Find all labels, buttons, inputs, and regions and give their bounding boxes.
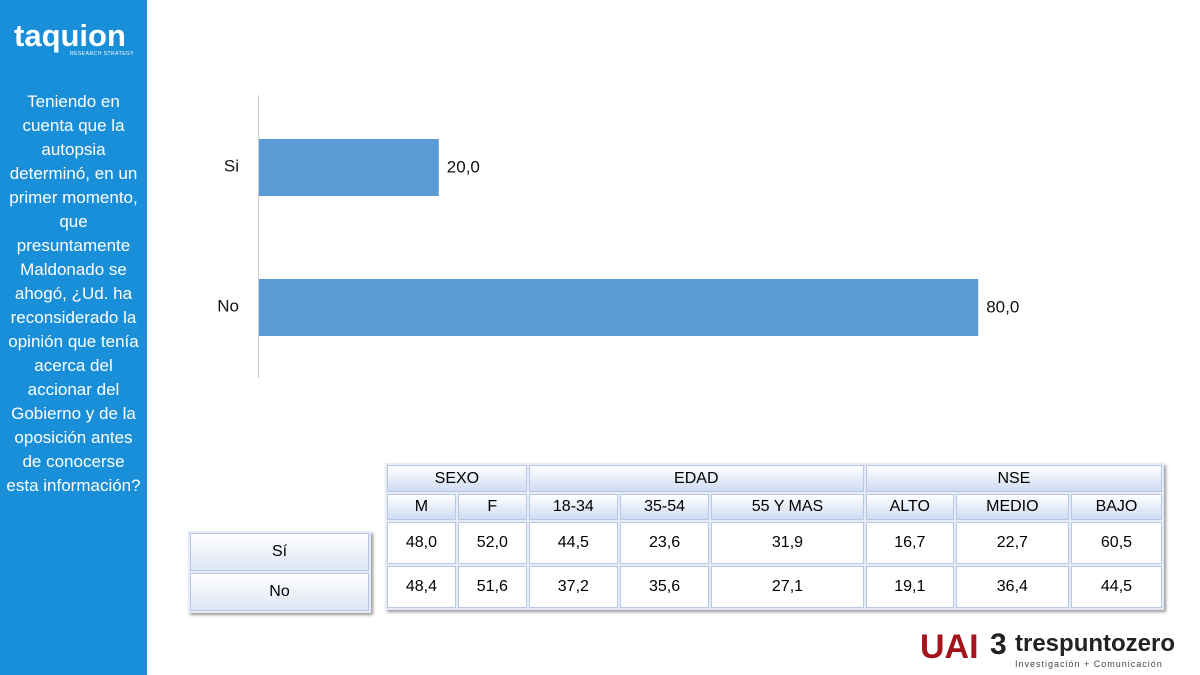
table-cell: 51,6: [457, 566, 527, 608]
table-cell: 35,6: [619, 566, 710, 608]
table-cell: 55 Y MAS: [711, 494, 864, 520]
table-cell: 19,1: [865, 566, 954, 608]
table-cell: 35-54: [619, 494, 710, 520]
table-cell: BAJO: [1070, 494, 1162, 520]
table-cell: 52,0: [457, 522, 527, 564]
row-label: Sí: [190, 533, 369, 571]
table-cell: NSE: [865, 465, 1162, 492]
row-label: No: [190, 573, 369, 611]
table-cell: 23,6: [619, 522, 710, 564]
bar: [259, 279, 979, 336]
table-cell: 37,2: [528, 566, 618, 608]
table-cell: 27,1: [711, 566, 864, 608]
bar: [259, 139, 439, 196]
brand-logo: taquion: [14, 18, 126, 53]
table-cell: 31,9: [711, 522, 864, 564]
logo-mark: 3: [990, 628, 1007, 661]
logo-uai: UAI: [920, 628, 979, 666]
table-cell: 18-34: [528, 494, 618, 520]
sidebar: taquion RESEARCH STRATEGY Teniendo en cu…: [0, 0, 147, 675]
table-cell: M: [387, 494, 456, 520]
table-cell: 48,4: [387, 566, 456, 608]
table-cell: 60,5: [1070, 522, 1162, 564]
table-cell: 44,5: [1070, 566, 1162, 608]
table-cell: SEXO: [387, 465, 527, 492]
table-cell: F: [457, 494, 527, 520]
table-cell: ALTO: [865, 494, 954, 520]
category-label: Si: [224, 156, 239, 175]
value-label: 20,0: [447, 157, 480, 176]
table-cell: 48,0: [387, 522, 456, 564]
value-label: 80,0: [986, 297, 1019, 316]
brand-tagline: RESEARCH STRATEGY: [70, 51, 135, 57]
table-cell: 22,7: [955, 522, 1069, 564]
category-label: No: [217, 296, 239, 315]
row-label-table: Sí No: [188, 531, 371, 613]
table-cell: MEDIO: [955, 494, 1069, 520]
logo-trespuntozero: trespuntozero: [1015, 630, 1176, 657]
logo-tagline: Investigación + Comunicación: [1015, 659, 1163, 669]
table-cell: 36,4: [955, 566, 1069, 608]
table-cell: 16,7: [865, 522, 954, 564]
table-cell: 44,5: [528, 522, 618, 564]
crosstab: SEXO EDAD NSE M F 18-34 35-54 55 Y MAS ALTO MEDIO…: [385, 463, 1164, 610]
question: Teniendo en cuenta que la autopsia deter…: [6, 92, 141, 495]
table-cell: EDAD: [528, 465, 864, 492]
